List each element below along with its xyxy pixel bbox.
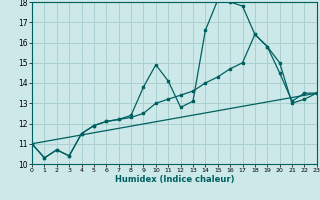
X-axis label: Humidex (Indice chaleur): Humidex (Indice chaleur)	[115, 175, 234, 184]
